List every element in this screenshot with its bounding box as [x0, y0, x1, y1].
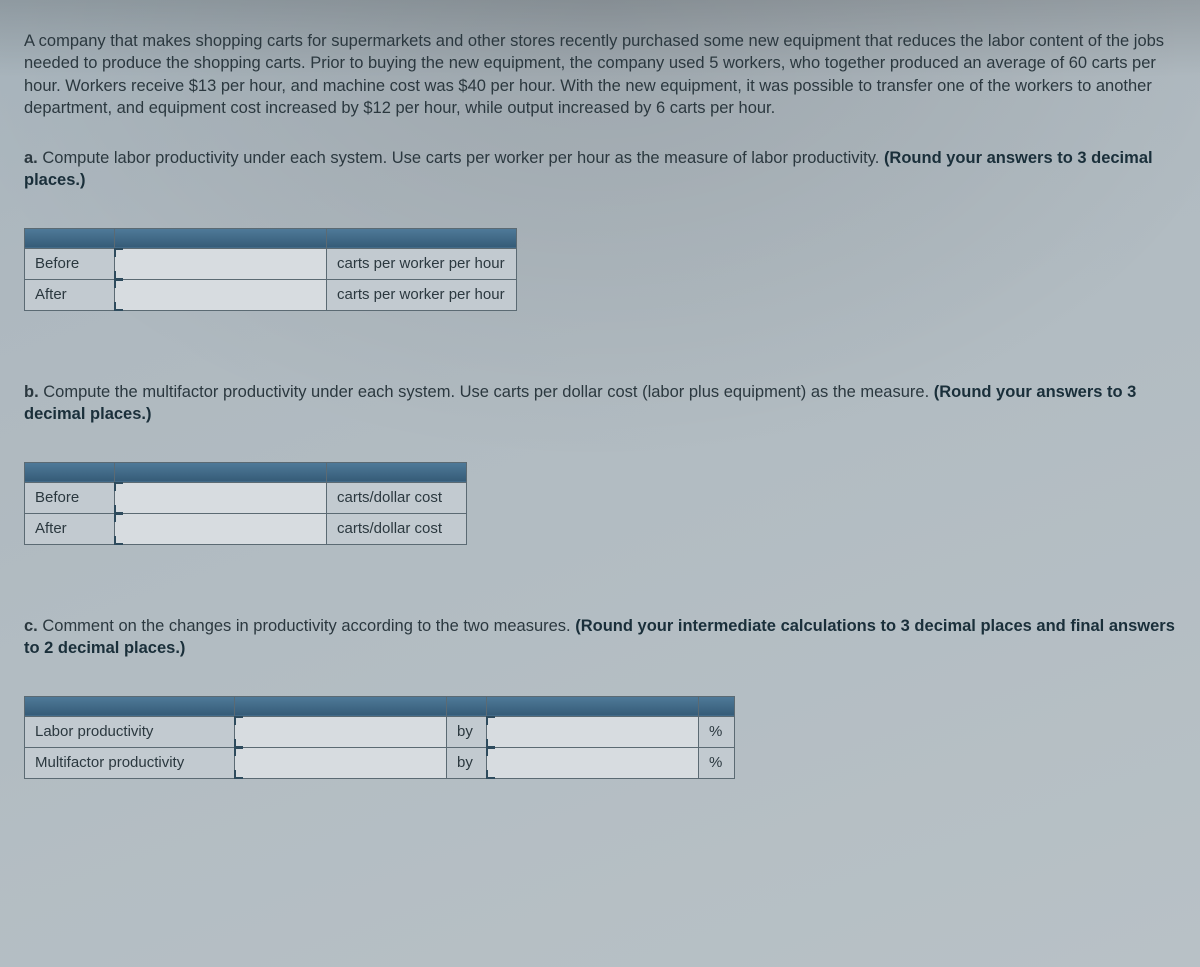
- by-label: by: [447, 747, 487, 778]
- table-header-row: [25, 696, 735, 716]
- labor-change-percent-input[interactable]: [487, 717, 698, 747]
- percent-label: %: [699, 747, 735, 778]
- table-row: Before carts/dollar cost: [25, 482, 467, 513]
- part-a-text: Compute labor productivity under each sy…: [38, 149, 884, 167]
- labor-before-input[interactable]: [115, 249, 326, 279]
- row-label-after: After: [25, 279, 115, 310]
- part-a-label: a.: [24, 149, 38, 167]
- table-header-row: [25, 462, 467, 482]
- multifactor-change-direction-input[interactable]: [235, 748, 446, 778]
- input-cell: [487, 716, 699, 747]
- input-cell: [115, 279, 327, 310]
- input-cell: [115, 482, 327, 513]
- table-row: After carts/dollar cost: [25, 513, 467, 544]
- row-label-after: After: [25, 513, 115, 544]
- unit-label: carts/dollar cost: [327, 482, 467, 513]
- problem-intro: A company that makes shopping carts for …: [24, 30, 1176, 119]
- table-row: Multifactor productivity by %: [25, 747, 735, 778]
- row-label-before: Before: [25, 482, 115, 513]
- table-header-row: [25, 228, 517, 248]
- input-cell: [235, 747, 447, 778]
- part-b-table: Before carts/dollar cost After carts/dol…: [24, 462, 467, 546]
- part-a-table: Before carts per worker per hour After c…: [24, 228, 517, 312]
- input-cell: [235, 716, 447, 747]
- table-row: Labor productivity by %: [25, 716, 735, 747]
- row-label-multifactor-prod: Multifactor productivity: [25, 747, 235, 778]
- row-label-labor-prod: Labor productivity: [25, 716, 235, 747]
- part-c-question: c. Comment on the changes in productivit…: [24, 615, 1176, 660]
- part-c-label: c.: [24, 617, 38, 635]
- percent-label: %: [699, 716, 735, 747]
- part-a-question: a. Compute labor productivity under each…: [24, 147, 1176, 192]
- multifactor-after-input[interactable]: [115, 514, 326, 544]
- part-c-table: Labor productivity by % Multifactor prod…: [24, 696, 735, 780]
- table-row: Before carts per worker per hour: [25, 248, 517, 279]
- part-c-text: Comment on the changes in productivity a…: [38, 617, 575, 635]
- unit-label: carts/dollar cost: [327, 513, 467, 544]
- labor-after-input[interactable]: [115, 280, 326, 310]
- unit-label: carts per worker per hour: [327, 248, 517, 279]
- table-row: After carts per worker per hour: [25, 279, 517, 310]
- by-label: by: [447, 716, 487, 747]
- multifactor-before-input[interactable]: [115, 483, 326, 513]
- input-cell: [115, 513, 327, 544]
- unit-label: carts per worker per hour: [327, 279, 517, 310]
- row-label-before: Before: [25, 248, 115, 279]
- input-cell: [487, 747, 699, 778]
- part-b-label: b.: [24, 383, 39, 401]
- multifactor-change-percent-input[interactable]: [487, 748, 698, 778]
- part-b-text: Compute the multifactor productivity und…: [39, 383, 934, 401]
- labor-change-direction-input[interactable]: [235, 717, 446, 747]
- part-b-question: b. Compute the multifactor productivity …: [24, 381, 1176, 426]
- input-cell: [115, 248, 327, 279]
